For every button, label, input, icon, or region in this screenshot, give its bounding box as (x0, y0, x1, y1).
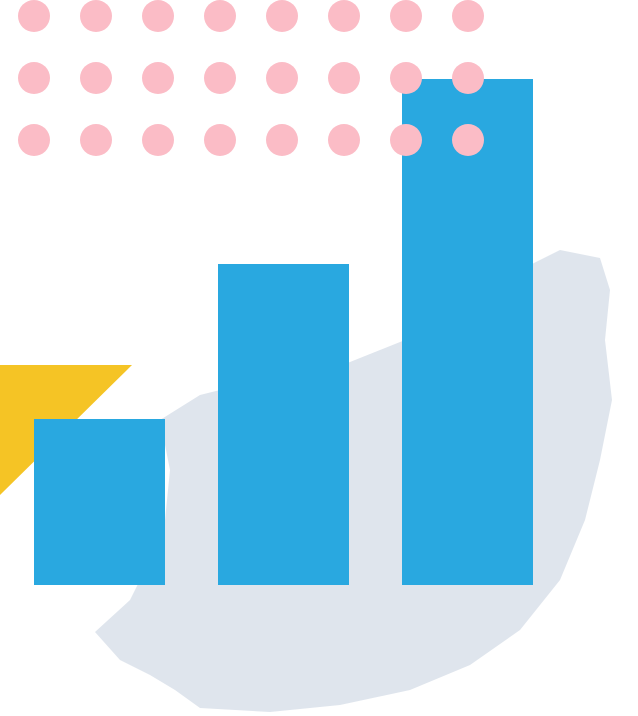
dot (18, 124, 50, 156)
dot (80, 0, 112, 32)
dot (390, 62, 422, 94)
dot (452, 62, 484, 94)
bar (218, 264, 349, 585)
dot (266, 62, 298, 94)
dot (266, 0, 298, 32)
dot (142, 0, 174, 32)
dot (390, 0, 422, 32)
dot (328, 124, 360, 156)
brush-stroke (95, 250, 612, 712)
dot (142, 124, 174, 156)
dot (18, 0, 50, 32)
dot (204, 0, 236, 32)
dot (390, 124, 422, 156)
dot (18, 62, 50, 94)
dot-grid (18, 0, 484, 156)
dot (452, 0, 484, 32)
dot (80, 62, 112, 94)
dot (452, 124, 484, 156)
dot (328, 62, 360, 94)
dot (80, 124, 112, 156)
dot (328, 0, 360, 32)
bar (34, 419, 165, 585)
dot (142, 62, 174, 94)
dot (204, 62, 236, 94)
bar (402, 79, 533, 585)
dot (204, 124, 236, 156)
dot (266, 124, 298, 156)
